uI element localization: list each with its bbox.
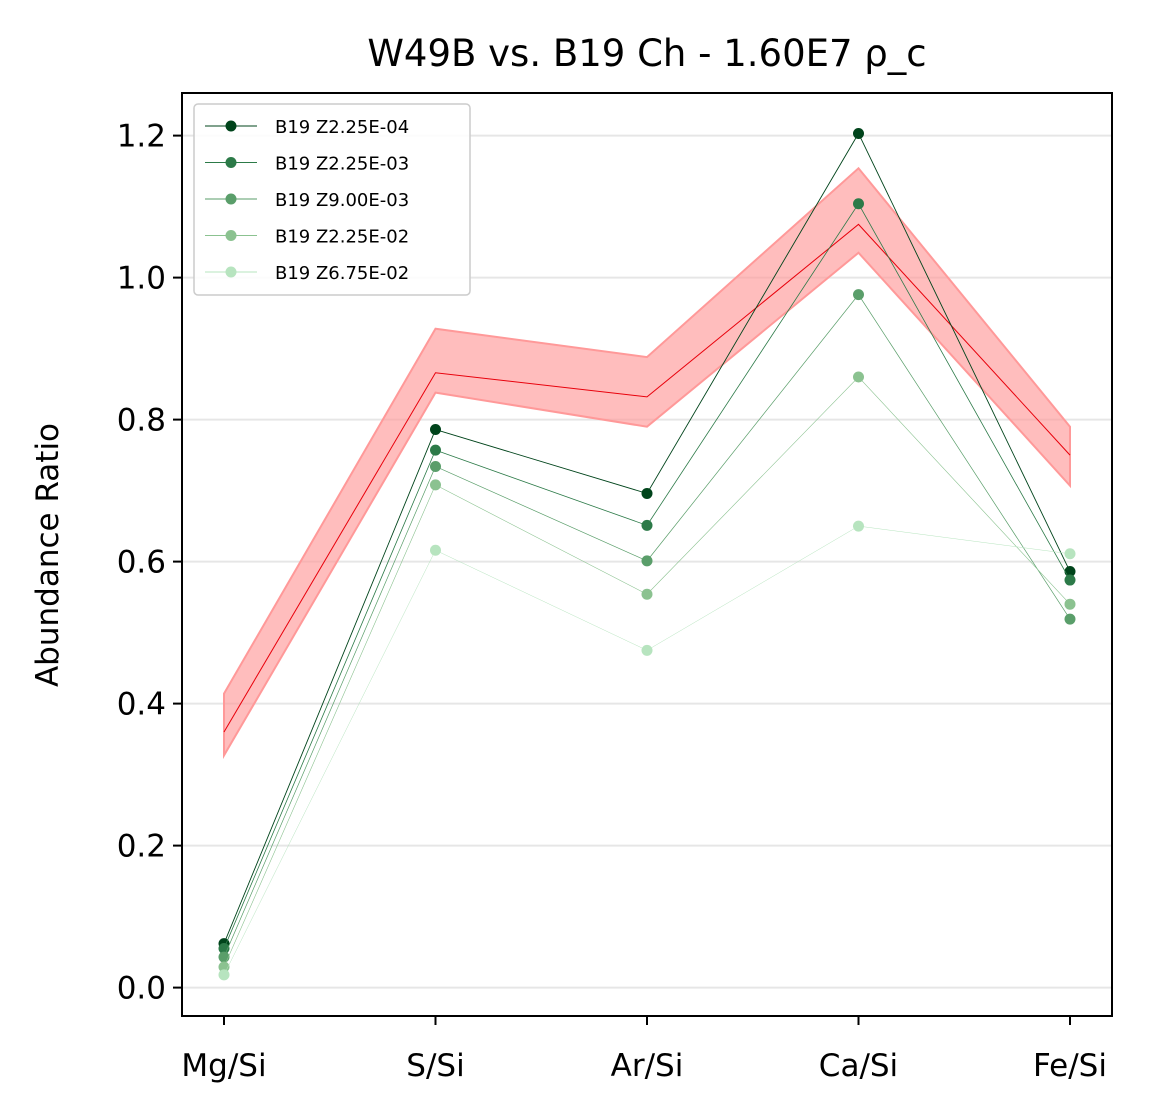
legend-entry-4: B19 Z6.75E-02 (205, 263, 409, 284)
data-point-0-2 (641, 487, 653, 499)
x-axis-ticks: Mg/Si S/Si Ar/Si Ca/Si Fe/Si (181, 1016, 1107, 1084)
y-tick-label-3: 0.6 (117, 545, 166, 581)
observed-band-layer (223, 166, 1071, 760)
data-point-0-3 (853, 127, 864, 139)
data-point-3-2 (641, 588, 653, 600)
chart-title: W49B vs. B19 Ch - 1.60E7 ρ_c (367, 32, 926, 75)
data-point-2-4 (1064, 613, 1076, 625)
data-point-2-3 (853, 289, 864, 301)
legend-marker-0 (225, 120, 237, 132)
y-tick-label-6: 1.2 (117, 119, 166, 155)
data-point-0-1 (430, 424, 441, 436)
x-tick-label-3: Ca/Si (819, 1048, 898, 1084)
observed-line (223, 223, 1071, 733)
data-point-0-4 (1064, 566, 1076, 578)
legend-label-4: B19 Z6.75E-02 (275, 263, 409, 284)
x-tick-label-2: Ar/Si (611, 1048, 684, 1084)
legend-marker-3 (225, 230, 237, 241)
legend-marker-1 (225, 157, 237, 168)
y-axis-label: Abundance Ratio (30, 423, 66, 687)
y-tick-label-4: 0.8 (117, 403, 166, 439)
data-point-4-0 (218, 969, 230, 981)
legend: B19 Z2.25E-04 B19 Z2.25E-03 B19 Z9.00E-03 B… (193, 103, 471, 296)
series-1 (218, 198, 1076, 955)
data-point-4-2 (641, 644, 653, 656)
data-point-3-4 (1064, 598, 1076, 610)
legend-label-1: B19 Z2.25E-03 (275, 154, 409, 175)
legend-entry-1: B19 Z2.25E-03 (205, 154, 409, 175)
x-tick-label-1: S/Si (406, 1048, 464, 1084)
y-tick-label-5: 1.0 (117, 261, 166, 297)
legend-marker-2 (225, 193, 237, 205)
observed-band (223, 166, 1071, 760)
legend-label-0: B19 Z2.25E-04 (275, 117, 409, 138)
legend-label-2: B19 Z9.00E-03 (275, 190, 409, 211)
series-2 (218, 289, 1076, 963)
data-point-2-0 (218, 951, 230, 963)
data-point-3-1 (430, 479, 441, 491)
series-0 (218, 127, 1076, 950)
data-point-4-1 (430, 544, 441, 556)
data-point-2-2 (641, 555, 653, 567)
y-tick-label-2: 0.4 (117, 687, 166, 723)
data-point-1-3 (853, 198, 864, 210)
legend-entry-3: B19 Z2.25E-02 (205, 227, 409, 248)
legend-entry-0: B19 Z2.25E-04 (205, 117, 409, 138)
y-tick-label-0: 0.0 (117, 971, 166, 1007)
data-point-1-4 (1064, 574, 1076, 586)
legend-label-3: B19 Z2.25E-02 (275, 227, 409, 248)
legend-entry-2: B19 Z9.00E-03 (205, 190, 409, 211)
data-point-2-1 (430, 460, 441, 472)
data-point-3-3 (853, 371, 864, 383)
legend-marker-4 (225, 266, 237, 278)
data-point-1-1 (430, 444, 441, 456)
data-point-4-3 (853, 520, 864, 532)
y-tick-label-1: 0.2 (117, 829, 166, 865)
series-layer (218, 127, 1076, 981)
y-axis-ticks: 0.0 0.2 0.4 0.6 0.8 1.0 1.2 (117, 119, 182, 1007)
series-4 (218, 520, 1076, 981)
data-point-1-2 (641, 519, 653, 531)
series-3 (218, 371, 1076, 973)
x-tick-label-4: Fe/Si (1033, 1048, 1107, 1084)
data-point-4-4 (1064, 548, 1076, 560)
legend-frame (193, 103, 471, 296)
x-tick-label-0: Mg/Si (181, 1048, 266, 1084)
